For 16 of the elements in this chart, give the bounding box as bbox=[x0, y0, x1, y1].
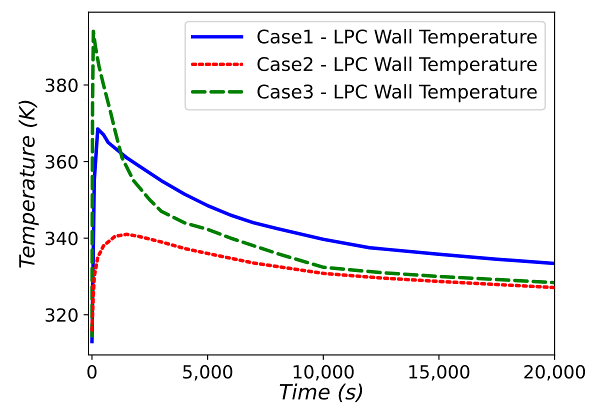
x-axis-title: Time (s) bbox=[280, 384, 362, 402]
x-tick-label: 15,000 bbox=[409, 365, 470, 380]
x-tick-label: 0 bbox=[87, 365, 97, 379]
x-tick-label: 5,000 bbox=[183, 365, 232, 380]
y-axis-title: Temperature (K) bbox=[18, 100, 39, 268]
x-tick-label: 20,000 bbox=[524, 365, 585, 380]
legend-label: Case2 - LPC Wall Temperature bbox=[258, 56, 537, 75]
y-tick-label: 360 bbox=[46, 155, 78, 169]
x-tick-label: 10,000 bbox=[294, 365, 354, 380]
y-tick-label: 380 bbox=[46, 78, 78, 92]
line-series bbox=[90, 232, 555, 332]
line-series bbox=[90, 30, 555, 338]
legend-label: Case3 - LPC Wall Temperature bbox=[258, 84, 537, 102]
legend-label: Case1 - LPC Wall Temperature bbox=[258, 29, 537, 48]
y-tick-label: 340 bbox=[46, 232, 78, 246]
y-tick-label: 320 bbox=[46, 308, 78, 322]
